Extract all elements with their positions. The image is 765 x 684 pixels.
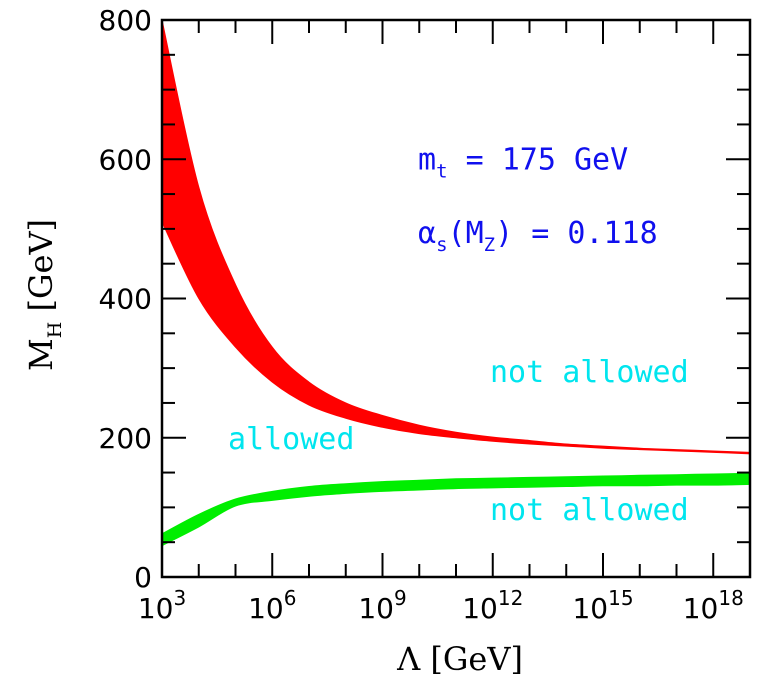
- x-tick-label: 1018: [683, 586, 744, 625]
- x-tick-label: 1015: [572, 586, 633, 625]
- band-upper-bound: [161, 19, 751, 455]
- alpha-s-annotation: αs(MZ) = 0.118: [418, 216, 658, 256]
- allowed-label: allowed: [228, 422, 354, 457]
- y-tick-label: 800: [99, 4, 152, 37]
- x-tick-label: 106: [248, 586, 296, 625]
- x-axis-label: Λ [GeV]: [396, 640, 523, 678]
- x-tick-label: 109: [358, 586, 406, 625]
- annotations-layer: mt = 175 GeV αs(MZ) = 0.118 not allowed all…: [228, 142, 689, 528]
- y-tick-label: 200: [99, 422, 152, 455]
- x-tick-label: 1012: [462, 586, 523, 625]
- bands-layer: [161, 19, 751, 547]
- not-allowed-lower-label: not allowed: [490, 493, 689, 528]
- y-tick-label: 400: [99, 283, 152, 316]
- ticks-layer: [161, 19, 751, 578]
- x-tick-label: 103: [138, 586, 186, 625]
- tick-labels-layer: 0 200 400 600 800 103 106 109 1012 1015 1018: [99, 4, 744, 625]
- y-tick-label: 0: [134, 561, 152, 594]
- y-axis-label: MH [GeV]: [22, 219, 66, 371]
- y-tick-label: 600: [99, 143, 152, 176]
- not-allowed-upper-label: not allowed: [490, 355, 689, 390]
- top-mass-annotation: mt = 175 GeV: [418, 142, 628, 182]
